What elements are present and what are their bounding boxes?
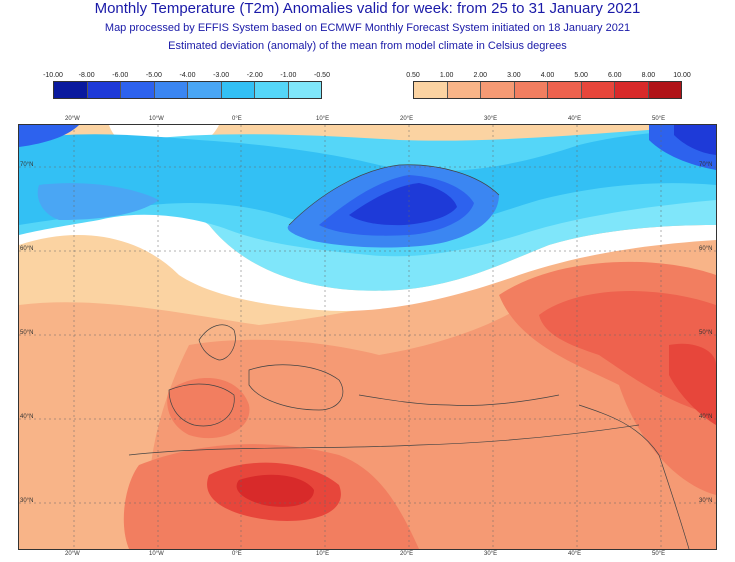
legend-warm-labels: 0.50 1.00 2.00 3.00 4.00 5.00 6.00 8.00 10.00	[406, 72, 691, 81]
legend-cold-swatch	[288, 82, 321, 98]
legend-warm-label: 2.00	[473, 72, 488, 79]
legend-warm-label: 10.00	[673, 72, 691, 79]
legend-warm-label: 3.00	[507, 72, 521, 79]
latitude-label: 30°N	[20, 498, 34, 504]
anomaly-zone-5deg-caspian	[669, 343, 716, 425]
latitude-label: 50°N	[20, 330, 34, 336]
legend-cold-swatch	[154, 82, 188, 98]
legend-warm-swatch	[514, 82, 548, 98]
longitude-label: 40°E	[568, 116, 582, 122]
longitude-label: 10°E	[316, 551, 330, 557]
legend-cold-swatch	[255, 82, 289, 98]
legend-warm-label: 6.00	[607, 72, 622, 79]
legend-cold-label: -5.00	[145, 72, 162, 79]
legend-warm-swatch	[414, 82, 448, 98]
anomaly-zone-6deg-sahara	[236, 474, 314, 507]
latitude-label: 50°N	[699, 330, 713, 336]
latitude-label: 40°N	[699, 414, 713, 420]
legend-cold-label: -2.00	[246, 72, 263, 79]
legend-warm-swatch	[447, 82, 481, 98]
legend-positive-anomaly: 0.50 1.00 2.00 3.00 4.00 5.00 6.00 8.00 10.00	[406, 72, 691, 99]
anomaly-zone-4deg-east	[539, 291, 716, 415]
map-title: Monthly Temperature (T2m) Anomalies vali…	[94, 0, 641, 17]
anomaly-map	[18, 124, 717, 550]
legend-warm-label: 8.00	[641, 72, 656, 79]
legend-warm-swatch	[615, 82, 649, 98]
graticule	[19, 125, 716, 549]
legend-cold-label: -8.00	[78, 72, 95, 79]
coastlines	[128, 164, 690, 549]
longitude-label: 50°E	[652, 551, 666, 557]
legend-cold-label: -10.00	[43, 72, 63, 79]
anomaly-zone-minus-8deg-ne	[674, 125, 716, 155]
legend-warm-label: 1.00	[439, 72, 454, 79]
latitude-label: 60°N	[20, 246, 34, 252]
legend-warm-swatch	[481, 82, 515, 98]
longitude-label: 20°E	[400, 116, 414, 122]
legend-cold-swatch	[221, 82, 255, 98]
legend-warm-bar	[413, 81, 682, 99]
longitude-label: 10°W	[149, 551, 164, 557]
longitude-label: 50°E	[652, 116, 666, 122]
legend-cold-labels: -10.00 -8.00 -6.00 -5.00 -4.00 -3.00 -2.00 -1.0…	[43, 72, 330, 81]
legend-cold-label: -4.00	[179, 72, 196, 79]
anomaly-zone-minus-3deg-svalbard	[19, 125, 79, 147]
legend-warm-swatch	[648, 82, 681, 98]
latitude-label: 40°N	[20, 414, 34, 420]
legend-cold-bar	[53, 81, 322, 99]
longitude-label: 10°W	[149, 116, 164, 122]
longitude-label: 30°E	[484, 116, 498, 122]
legend-warm-swatch	[548, 82, 582, 98]
map-subtitle-system: Map processed by EFFIS System based on E…	[104, 22, 631, 34]
legend-warm-swatch	[581, 82, 615, 98]
legend-warm-label: 4.00	[540, 72, 555, 79]
longitude-label: 20°W	[65, 551, 80, 557]
longitude-label: 30°E	[484, 551, 498, 557]
legend-cold-swatch	[188, 82, 222, 98]
latitude-label: 60°N	[699, 246, 713, 252]
longitude-label: 20°W	[65, 116, 80, 122]
longitude-label: 0°E	[232, 116, 242, 122]
legend-cold-label: -3.00	[213, 72, 230, 79]
latitude-label: 70°N	[699, 162, 713, 168]
legend-warm-label: 0.50	[406, 72, 420, 79]
latitude-label: 30°N	[699, 498, 713, 504]
legend-warm-label: 5.00	[574, 72, 588, 79]
latitude-label: 70°N	[20, 162, 34, 168]
longitude-label: 20°E	[400, 551, 414, 557]
legend-cold-swatch	[87, 82, 121, 98]
map-subtitle-units: Estimated deviation (anomaly) of the mea…	[168, 40, 567, 52]
legend-negative-anomaly: -10.00 -8.00 -6.00 -5.00 -4.00 -3.00 -2.00 -1.0…	[43, 72, 330, 99]
legend-cold-swatch	[54, 82, 88, 98]
longitude-label: 40°E	[568, 551, 582, 557]
longitude-label: 0°E	[232, 551, 242, 557]
longitude-label: 10°E	[316, 116, 330, 122]
anomaly-zone-minus-8deg-scand	[349, 183, 457, 226]
legend-cold-label: -1.00	[280, 72, 297, 79]
anomaly-zone-minus-4deg	[37, 183, 159, 220]
anomaly-zone-3deg-iberia	[167, 378, 250, 439]
legend-cold-label: -0.50	[314, 72, 330, 79]
legend-cold-swatch	[121, 82, 155, 98]
legend-cold-label: -6.00	[112, 72, 129, 79]
